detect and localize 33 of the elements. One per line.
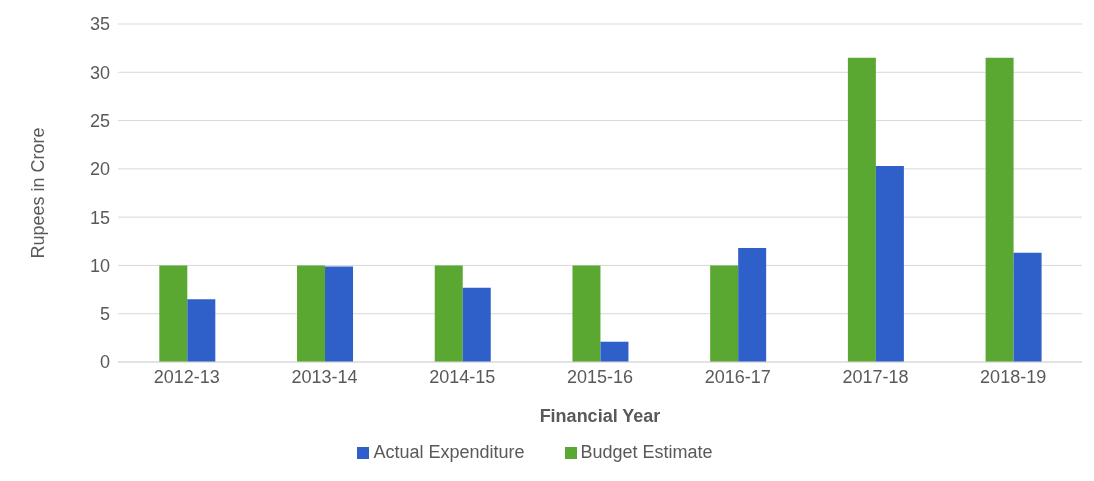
- y-tick-label: 35: [89, 14, 110, 35]
- y-tick-label: 25: [89, 110, 110, 131]
- y-tick-label: 10: [89, 255, 110, 276]
- y-tick-label: 15: [89, 207, 110, 228]
- bar: [297, 265, 326, 362]
- x-tick-label: 2012-13: [153, 366, 220, 387]
- y-tick-label: 5: [99, 304, 110, 325]
- bar: [462, 287, 491, 362]
- bar: [710, 265, 739, 362]
- bar: [738, 248, 767, 362]
- bar: [325, 266, 354, 362]
- bar: [187, 299, 216, 362]
- x-tick-label: 2013-14: [291, 366, 358, 387]
- x-tick-label: 2014-15: [429, 366, 496, 387]
- bar: [847, 57, 876, 362]
- bar: [1013, 252, 1042, 362]
- y-tick-label: 0: [99, 352, 110, 373]
- bar: [434, 265, 463, 362]
- x-tick-label: 2015-16: [566, 366, 634, 387]
- bar: [875, 165, 904, 362]
- x-tick-label: 2017-18: [842, 366, 909, 387]
- x-tick-label: 2016-17: [704, 366, 771, 387]
- y-axis-title: Rupees in Crore: [28, 127, 49, 259]
- x-tick-label: 2018-19: [980, 366, 1047, 387]
- bar: [572, 265, 601, 362]
- x-axis-title: Financial Year: [539, 406, 661, 426]
- bar: [159, 265, 188, 362]
- legend-label: Budget Estimate: [580, 442, 713, 462]
- bar: [985, 57, 1014, 362]
- y-tick-label: 20: [89, 159, 110, 180]
- bar: [600, 341, 629, 362]
- legend-label: Actual Expenditure: [373, 442, 525, 462]
- y-tick-label: 30: [89, 62, 110, 83]
